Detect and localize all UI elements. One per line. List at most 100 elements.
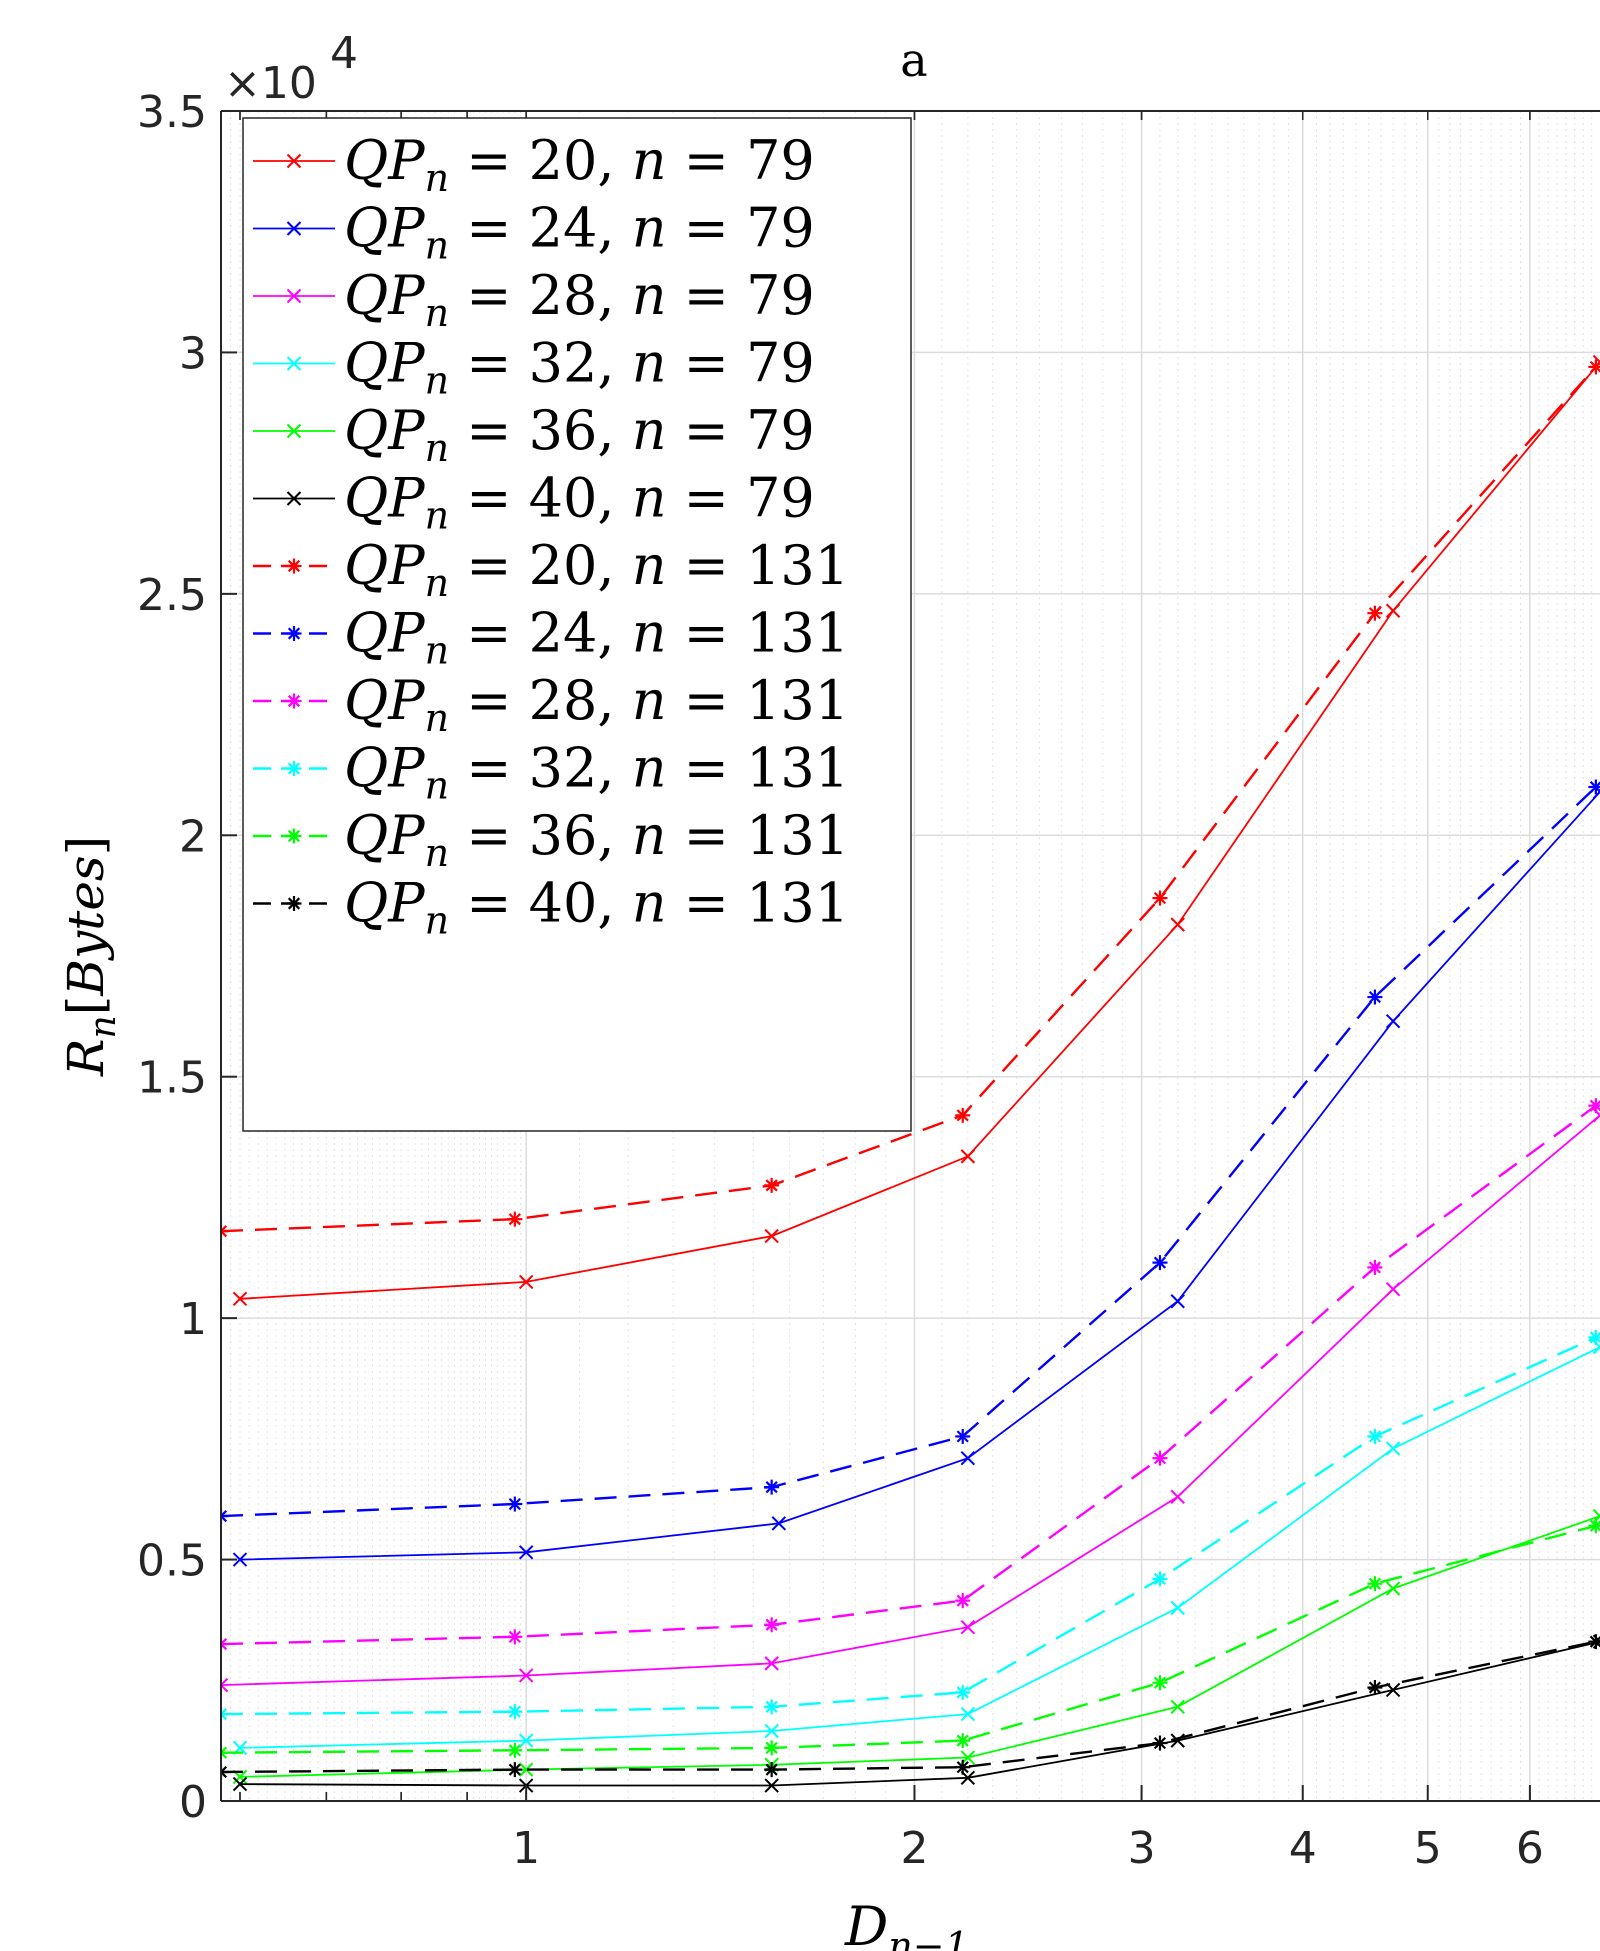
y-tick-label: 2.5 — [137, 570, 207, 621]
data-point — [1385, 1013, 1401, 1029]
legend-marker — [286, 558, 302, 574]
data-point — [518, 1545, 534, 1560]
series-4 — [232, 1339, 1600, 1756]
series-11 — [221, 1518, 1600, 1761]
data-point — [764, 1656, 779, 1671]
data-point — [764, 1762, 780, 1778]
data-point — [764, 1723, 779, 1739]
tick-labels: 1 2 3 4 5 6 0 0.5 1 1.5 2 2.5 3 3.5 — [137, 87, 1544, 1874]
legend-marker — [286, 693, 302, 709]
data-point — [1385, 1281, 1401, 1297]
y-exponent-times: ×10 — [224, 58, 317, 109]
legend-label: QPn = 40, n = 131 — [344, 872, 849, 943]
legend-marker — [286, 896, 302, 911]
legend-marker — [286, 423, 302, 439]
series-7 — [221, 359, 1600, 1239]
svg-text:Dn−1: Dn−1 — [844, 1895, 969, 1951]
data-point — [764, 1778, 779, 1793]
legend-label: QPn = 20, n = 131 — [344, 534, 849, 605]
data-point — [955, 1759, 971, 1775]
legend-label: QPn = 24, n = 79 — [344, 197, 815, 268]
data-point — [1170, 1294, 1185, 1309]
data-point — [507, 1704, 523, 1720]
data-point — [1588, 1329, 1600, 1345]
data-point — [221, 1764, 229, 1780]
legend-marker — [286, 626, 302, 641]
legend-item: QPn = 32, n = 79 — [253, 332, 815, 403]
x-axis-label: Dn−1 — [844, 1895, 969, 1951]
data-point — [232, 1291, 248, 1307]
data-point — [518, 1668, 534, 1683]
data-point — [518, 1274, 534, 1290]
data-point — [955, 1107, 971, 1123]
data-point — [1152, 1450, 1168, 1466]
data-point — [221, 1508, 229, 1524]
series-2 — [232, 784, 1600, 1567]
legend-label: QPn = 36, n = 131 — [344, 804, 849, 875]
legend-marker — [286, 491, 302, 506]
data-point — [518, 1762, 534, 1777]
data-point — [1152, 1735, 1168, 1751]
y-exponent-label: ×10 4 — [224, 28, 358, 109]
y-axis-label: Rn[Bytes] — [57, 836, 124, 1077]
legend-item: QPn = 28, n = 79 — [253, 264, 815, 335]
data-point — [1367, 989, 1383, 1005]
data-point — [1367, 1576, 1383, 1592]
data-point — [764, 1740, 780, 1756]
series-9 — [221, 1098, 1600, 1652]
svg-text:Rn[Bytes]: Rn[Bytes] — [57, 836, 124, 1077]
y-tick-label: 1.5 — [137, 1053, 207, 1104]
data-point — [764, 1177, 780, 1193]
chart-title: a — [900, 33, 927, 87]
legend-item: QPn = 28, n = 131 — [253, 669, 849, 740]
data-point — [960, 1450, 976, 1466]
data-point — [764, 1479, 780, 1495]
legend-label: QPn = 32, n = 131 — [344, 737, 849, 808]
legend-item: QPn = 40, n = 131 — [253, 872, 849, 943]
data-point — [221, 1706, 229, 1722]
legend-marker — [286, 153, 302, 169]
data-point — [1367, 1259, 1383, 1275]
legend-marker — [286, 288, 302, 304]
data-point — [960, 1619, 976, 1635]
data-point — [1588, 1518, 1600, 1534]
legend-item: QPn = 40, n = 79 — [253, 467, 815, 538]
legend-label: QPn = 24, n = 131 — [344, 602, 849, 673]
series-12 — [221, 1634, 1600, 1780]
data-point — [1385, 1581, 1401, 1596]
data-point — [960, 1149, 976, 1164]
data-point — [507, 1742, 523, 1758]
data-point — [1588, 1634, 1600, 1650]
legend-marker — [286, 761, 302, 776]
y-tick-label: 0.5 — [137, 1536, 207, 1587]
legend-label: QPn = 28, n = 131 — [344, 669, 849, 740]
data-point — [955, 1428, 971, 1444]
data-point — [221, 1636, 229, 1652]
data-point — [1170, 917, 1185, 932]
data-point — [1588, 1098, 1600, 1114]
y-tick-label: 3 — [179, 328, 207, 379]
legend-marker — [286, 356, 302, 371]
data-point — [1367, 605, 1383, 621]
legend-marker — [286, 828, 302, 844]
series-8 — [221, 779, 1600, 1524]
legend-label: QPn = 36, n = 79 — [344, 399, 815, 470]
data-point — [507, 1629, 523, 1645]
data-point — [518, 1733, 534, 1748]
data-point — [1152, 1571, 1168, 1587]
data-point — [1367, 1428, 1383, 1444]
data-point — [955, 1733, 971, 1749]
y-tick-label: 3.5 — [137, 87, 207, 138]
legend-item: QPn = 32, n = 131 — [253, 737, 849, 808]
y-tick-label: 2 — [179, 811, 207, 862]
legend-label: QPn = 20, n = 79 — [344, 129, 815, 200]
data-point — [960, 1706, 976, 1722]
x-tick-label: 3 — [1128, 1823, 1156, 1874]
data-point — [221, 1745, 229, 1761]
data-point — [507, 1496, 523, 1512]
data-point — [232, 1776, 248, 1792]
y-exponent-power: 4 — [330, 28, 358, 79]
data-point — [221, 1223, 229, 1239]
data-point — [764, 1617, 780, 1633]
legend-item: QPn = 20, n = 79 — [253, 129, 815, 200]
